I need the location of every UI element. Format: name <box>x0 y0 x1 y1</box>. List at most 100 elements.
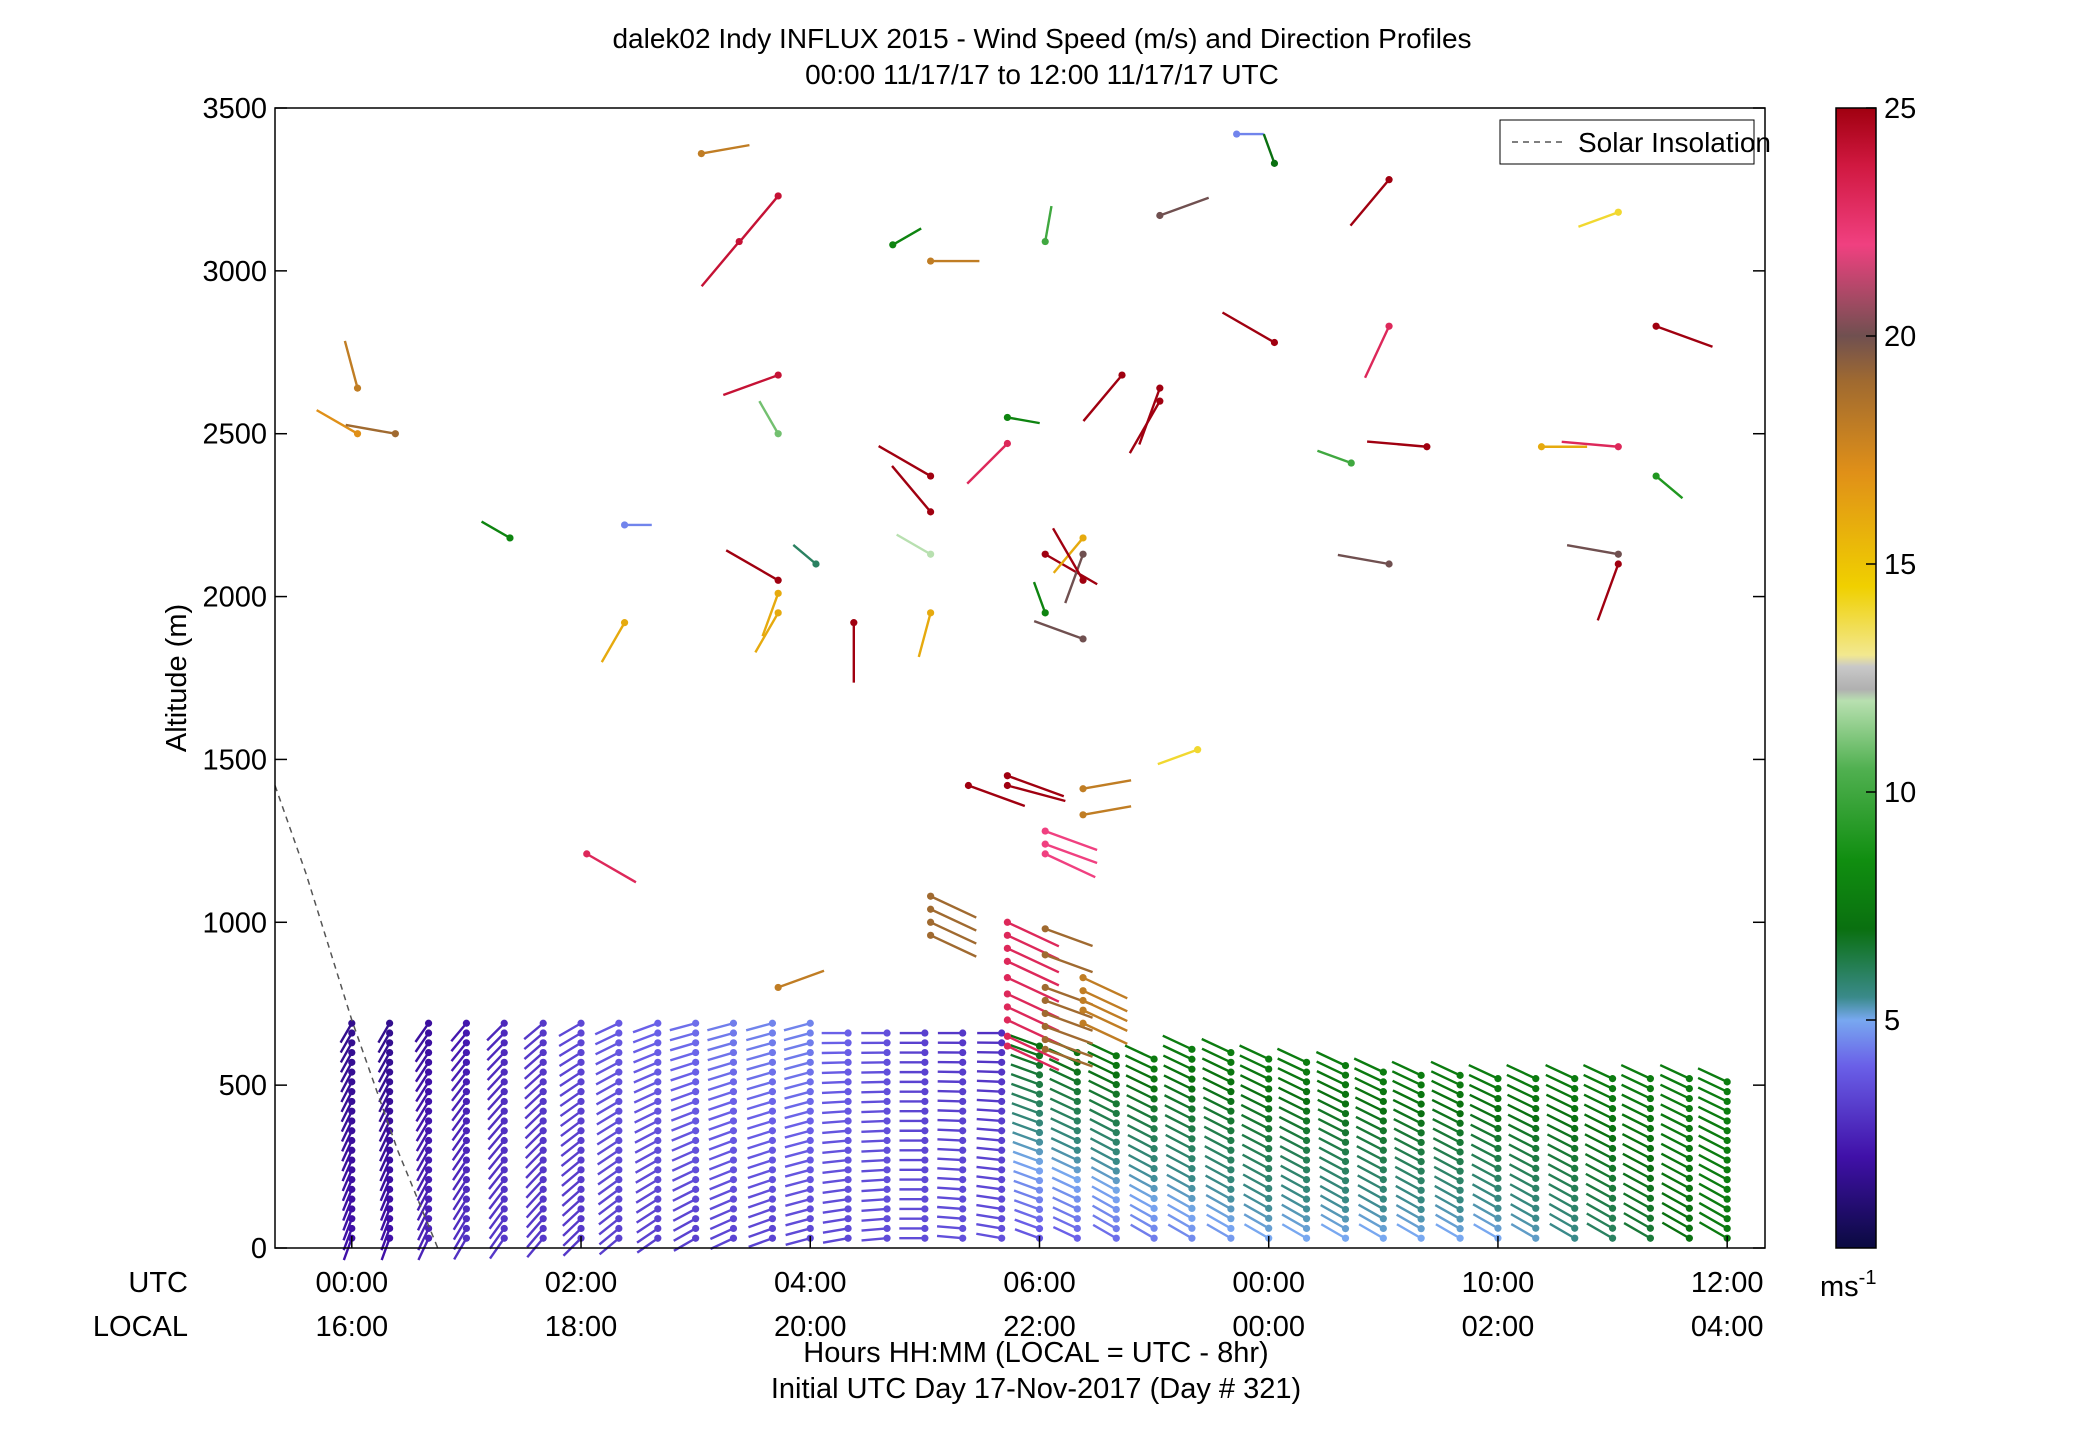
barb-shaft <box>938 1110 963 1111</box>
barb-shaft <box>937 1178 962 1180</box>
low-level-barb <box>938 1098 967 1105</box>
barb-point <box>807 1176 814 1183</box>
barb-point <box>998 1176 1005 1183</box>
mid-level-barb <box>1079 974 1127 998</box>
barb-point <box>1188 1145 1195 1152</box>
barb-shaft <box>1699 1222 1727 1238</box>
barb-point <box>692 1137 699 1144</box>
low-level-barb <box>822 1078 852 1085</box>
barb-point <box>1113 1148 1120 1155</box>
barb-point <box>386 1069 393 1076</box>
barb-point <box>1686 1235 1693 1242</box>
barb-point <box>540 1059 547 1066</box>
barb-shaft <box>672 1131 696 1141</box>
barb-point <box>654 1029 661 1036</box>
barb-shaft <box>1053 1217 1077 1228</box>
mid-level-barb <box>927 932 976 957</box>
x-axis-label: Hours HH:MM (LOCAL = UTC - 8hr) <box>803 1337 1268 1369</box>
low-level-barb <box>822 1156 851 1163</box>
low-level-barb <box>977 1117 1006 1124</box>
barb-point <box>959 1098 966 1105</box>
low-level-barb <box>670 1020 699 1031</box>
barb-point <box>1151 1065 1158 1072</box>
barb-point <box>1385 176 1392 183</box>
y-tick-label: 500 <box>219 1070 267 1102</box>
barb-shaft <box>938 1081 963 1082</box>
barb-point <box>425 1108 432 1115</box>
barb-point <box>1609 1125 1616 1132</box>
low-level-barb <box>785 1176 814 1186</box>
barb-point <box>807 1196 814 1203</box>
barb-point <box>1494 1105 1501 1112</box>
barb-point <box>1418 1206 1425 1213</box>
barb-point <box>1227 1156 1234 1163</box>
barb-shaft <box>1367 442 1427 447</box>
barb-point <box>1342 1206 1349 1213</box>
barb-point <box>1036 1081 1043 1088</box>
barb-point <box>1532 1085 1539 1092</box>
barb-point <box>1457 1158 1464 1165</box>
barb-point <box>959 1166 966 1173</box>
barb-point <box>540 1039 547 1046</box>
barb-shaft <box>1013 1152 1039 1162</box>
barb-shaft <box>919 613 931 657</box>
barb-point <box>540 1088 547 1095</box>
barb-point <box>1380 1225 1387 1232</box>
barb-point <box>654 1069 661 1076</box>
barb-point <box>692 1029 699 1036</box>
barb-shaft <box>1222 313 1274 343</box>
barb-shaft <box>822 1141 848 1143</box>
barb-point <box>1004 1033 1011 1040</box>
mid-level-barb <box>1004 990 1059 1018</box>
upper-level-barb <box>793 545 819 568</box>
barb-point <box>501 1078 508 1085</box>
barb-point <box>1571 1125 1578 1132</box>
low-level-barb <box>1125 1046 1158 1063</box>
barb-point <box>807 1049 814 1056</box>
barb-point <box>1571 1075 1578 1082</box>
barb-point <box>769 1147 776 1154</box>
low-level-barb <box>938 1108 967 1115</box>
barb-point <box>730 1020 737 1027</box>
barb-shaft <box>746 1033 772 1040</box>
barb-shaft <box>1083 991 1127 1012</box>
barb-point <box>1457 1215 1464 1222</box>
barb-point <box>998 1117 1005 1124</box>
barb-point <box>692 1059 699 1066</box>
barb-point <box>1036 1091 1043 1098</box>
colorbar-tick-label: 15 <box>1884 549 1916 581</box>
barb-point <box>1532 1175 1539 1182</box>
barb-point <box>1074 1069 1081 1076</box>
barb-point <box>1074 1137 1081 1144</box>
barb-point <box>615 1147 622 1154</box>
low-level-barb <box>862 1235 891 1242</box>
barb-point <box>348 1069 355 1076</box>
barb-point <box>1303 1069 1310 1076</box>
barb-shaft <box>1083 780 1131 788</box>
barb-shaft <box>709 1160 733 1169</box>
low-level-barb <box>822 1137 851 1144</box>
barb-point <box>998 1235 1005 1242</box>
barb-point <box>998 1196 1005 1203</box>
upper-level-barb <box>1367 442 1430 451</box>
barb-shaft <box>748 1199 772 1207</box>
barb-point <box>1036 1225 1043 1232</box>
barb-shaft <box>634 1062 658 1072</box>
barb-point <box>769 1078 776 1085</box>
low-level-barb <box>900 1078 929 1085</box>
barb-point <box>769 1176 776 1183</box>
barb-point <box>730 1196 737 1203</box>
barb-point <box>1151 1105 1158 1112</box>
barb-shaft <box>862 1219 888 1221</box>
barb-shaft <box>937 1207 963 1209</box>
low-level-barb <box>861 1039 890 1046</box>
low-level-barb <box>747 1127 776 1138</box>
low-level-barb <box>861 1049 890 1056</box>
low-level-barb <box>937 1117 966 1124</box>
barb-point <box>921 1156 928 1163</box>
barb-point <box>1457 1168 1464 1175</box>
barb-point <box>1609 1105 1616 1112</box>
barb-point <box>883 1098 890 1105</box>
barb-point <box>1686 1105 1693 1112</box>
barb-shaft <box>1045 206 1051 241</box>
